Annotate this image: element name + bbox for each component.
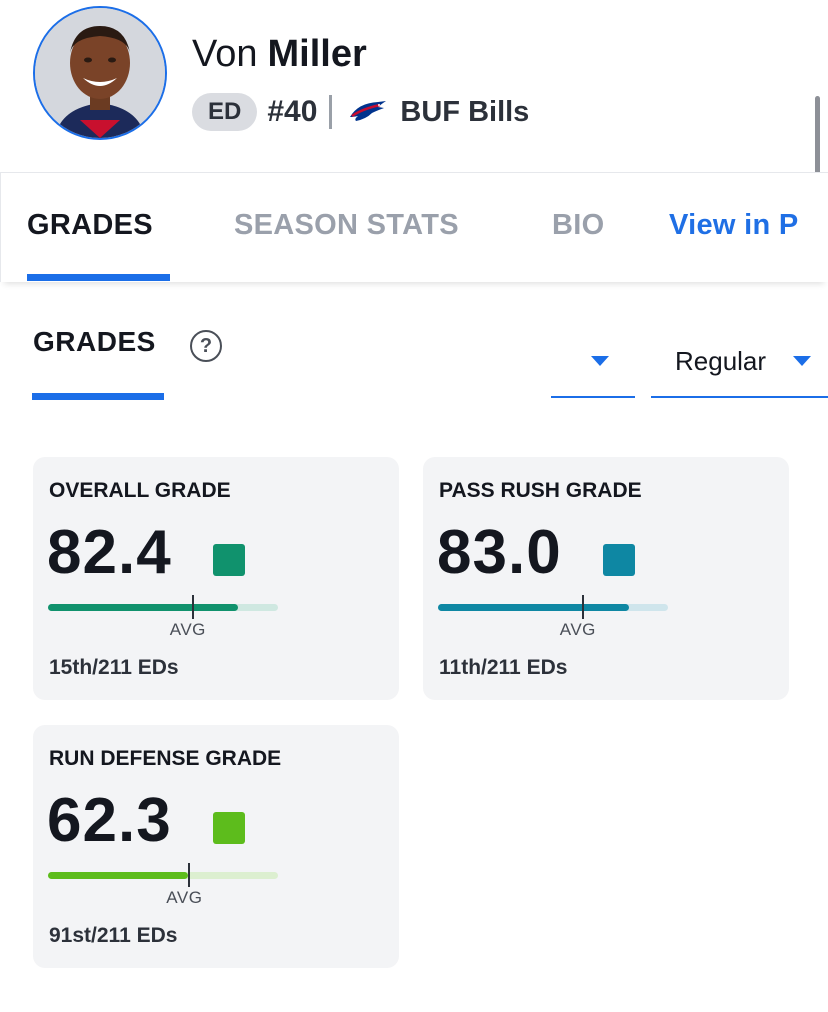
avg-marker: [191, 595, 194, 619]
grade-color-swatch: [213, 544, 245, 576]
bills-logo-icon: [350, 101, 387, 121]
avg-label: AVG: [166, 888, 203, 907]
grade-color-swatch: [603, 544, 635, 576]
avg-label: AVG: [169, 620, 206, 639]
player-meta: ED #40 BUF Bills: [192, 92, 529, 132]
avg-label: AVG: [559, 620, 596, 639]
card-title: PASS RUSH GRADE: [439, 479, 642, 502]
team-name[interactable]: BUF Bills: [400, 95, 530, 128]
grade-bar-track: [48, 863, 278, 887]
grade-value: 62.3: [47, 786, 172, 855]
meta-divider: [329, 95, 333, 129]
jersey-number: #40: [267, 95, 318, 128]
grade-bar-fill: [48, 604, 238, 611]
grade-card-pass-rush[interactable]: PASS RUSH GRADE 83.0 AVG 11th/211 EDs: [423, 457, 789, 700]
season-select[interactable]: [551, 332, 635, 398]
season-type-select[interactable]: Regular: [651, 332, 828, 398]
grade-bar-track: [48, 595, 278, 619]
grade-value: 83.0: [437, 518, 562, 587]
avg-marker: [188, 863, 191, 887]
player-avatar: [33, 6, 167, 140]
grade-rank: 91st/211 EDs: [49, 924, 178, 947]
position-badge: ED: [192, 93, 258, 131]
tab-season-stats[interactable]: SEASON STATS: [234, 209, 459, 241]
card-title: OVERALL GRADE: [49, 479, 231, 502]
active-tab-indicator: [27, 274, 170, 281]
grade-bar-fill: [438, 604, 629, 611]
tab-bio[interactable]: BIO: [552, 209, 605, 241]
season-type-value: Regular: [675, 346, 767, 376]
tab-grades[interactable]: GRADES: [27, 209, 153, 241]
grade-rank: 11th/211 EDs: [439, 656, 568, 679]
grade-card-overall[interactable]: OVERALL GRADE 82.4 AVG 15th/211 EDs: [33, 457, 399, 700]
grade-bar-fill: [48, 872, 189, 879]
card-title: RUN DEFENSE GRADE: [49, 747, 282, 770]
player-last-name: Miller: [267, 33, 367, 75]
grade-bar-track: [438, 595, 668, 619]
player-header: Von Miller ED #40 BUF Bills: [0, 0, 828, 274]
grade-color-swatch: [213, 812, 245, 844]
grade-card-run-defense[interactable]: RUN DEFENSE GRADE 62.3 AVG 91st/211 EDs: [33, 725, 399, 968]
help-icon[interactable]: ?: [190, 330, 222, 362]
grade-rank: 15th/211 EDs: [49, 656, 179, 679]
player-name: Von Miller: [192, 32, 367, 76]
player-first-name: Von: [192, 33, 258, 75]
chevron-down-icon: [591, 356, 609, 366]
tab-view-in-link[interactable]: View in P: [669, 209, 799, 241]
section-underline: [32, 393, 164, 400]
grade-value: 82.4: [47, 518, 172, 587]
section-title: GRADES: [33, 326, 156, 357]
tab-bar: GRADES SEASON STATS BIO View in P: [0, 172, 828, 282]
chevron-down-icon: [793, 356, 811, 366]
avg-marker: [581, 595, 584, 619]
